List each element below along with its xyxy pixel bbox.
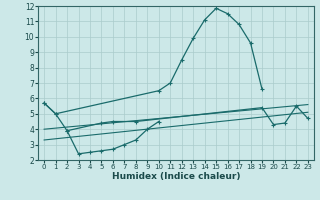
X-axis label: Humidex (Indice chaleur): Humidex (Indice chaleur) [112, 172, 240, 181]
